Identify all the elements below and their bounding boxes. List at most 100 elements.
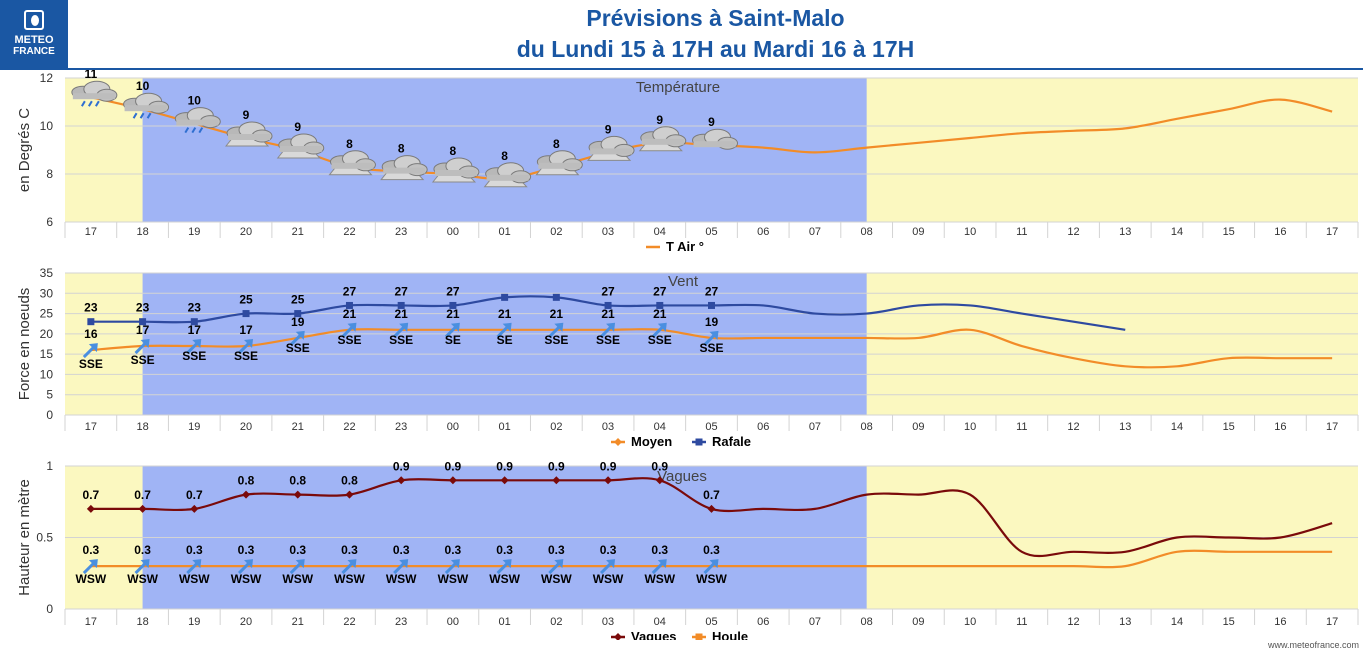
temperature-weather-icon-cloud-mountain xyxy=(380,155,428,181)
wind-upper-data-label: 23 xyxy=(84,301,98,315)
waves-x-tick-label: 04 xyxy=(654,616,666,628)
wind-rafale-marker xyxy=(190,318,198,326)
waves-lower-data-label: 0.3 xyxy=(289,543,306,557)
wind-direction-label: SSE xyxy=(596,333,620,347)
wind-x-tick-label: 01 xyxy=(498,421,510,433)
wind-lower-data-label: 19 xyxy=(705,315,719,329)
waves-x-tick-label: 05 xyxy=(705,616,717,628)
wind-x-tick-label: 04 xyxy=(654,421,666,433)
temperature-x-tick-label: 04 xyxy=(654,226,666,238)
waves-y-tick-label: 0.5 xyxy=(36,531,53,545)
waves-direction-arrow-icon-head xyxy=(347,559,357,569)
temperature-weather-icon-rain-raindrop xyxy=(95,100,100,107)
temperature-x-tick-label: 05 xyxy=(705,226,717,238)
credit-text[interactable]: www.meteofrance.com xyxy=(1267,640,1359,650)
waves-upper-data-label: 0.7 xyxy=(703,488,720,502)
wind-x-tick-label: 09 xyxy=(912,421,924,433)
waves-lower-data-label: 0.3 xyxy=(134,543,151,557)
waves-x-tick-label: 23 xyxy=(395,616,407,628)
waves-legend-label: Houle xyxy=(712,629,748,640)
wind-x-tick-label: 05 xyxy=(705,421,717,433)
wind-lower-data-label: 16 xyxy=(84,327,98,341)
waves-upper-data-label: 0.9 xyxy=(600,459,617,473)
waves-direction-arrow-icon-head xyxy=(88,559,98,569)
waves-vagues-marker xyxy=(345,490,354,499)
temperature-x-tick-label: 12 xyxy=(1067,226,1079,238)
waves-vagues-marker xyxy=(604,476,613,485)
title-line2: du Lundi 15 à 17H au Mardi 16 à 17H xyxy=(516,36,915,62)
waves-x-tick-label: 17 xyxy=(1326,616,1338,628)
temperature-data-label: 9 xyxy=(294,120,301,134)
waves-direction-label: WSW xyxy=(696,572,727,586)
wind-direction-arrow-icon xyxy=(496,322,512,338)
wind-legend-label: Rafale xyxy=(712,434,751,449)
waves-upper-data-label: 0.8 xyxy=(341,474,358,488)
temperature-weather-icon-cloud-mountain-cloud-base xyxy=(434,170,477,176)
waves-x-tick-label: 09 xyxy=(912,616,924,628)
temperature-weather-icon-cloud-mountain xyxy=(638,126,687,152)
temperature-weather-icon-rain-raindrop xyxy=(139,112,145,119)
waves-x-tick-label: 17 xyxy=(85,616,97,628)
temperature-title: Température xyxy=(636,79,720,96)
temperature-data-label: 8 xyxy=(450,144,457,158)
waves-direction-label: WSW xyxy=(644,572,675,586)
temperature-x-tick-label: 17 xyxy=(85,226,97,238)
wind-y-tick-label: 10 xyxy=(40,367,54,381)
temperature-x-tick-label: 08 xyxy=(861,226,873,238)
temperature-weather-icon-cloud-mountain-cloud-base xyxy=(331,162,374,169)
wind-x-tick-label: 18 xyxy=(136,421,148,433)
temperature-data-label: 10 xyxy=(188,94,202,108)
wind-y-tick-label: 0 xyxy=(46,408,53,422)
temperature-x-tick-label: 03 xyxy=(602,226,614,238)
wind-x-tick-label: 17 xyxy=(1326,421,1338,433)
temperature-x-tick-label: 11 xyxy=(1016,226,1027,238)
waves-x-tick-label: 19 xyxy=(188,616,200,628)
wind-x-tick-label: 13 xyxy=(1119,421,1131,433)
waves-upper-data-label: 0.7 xyxy=(186,488,203,502)
wind-direction-label: SSE xyxy=(544,333,568,347)
temperature-data-label: 8 xyxy=(553,137,560,151)
wind-direction-label: SSE xyxy=(79,357,103,371)
temperature-legend-label: T Air ° xyxy=(666,239,704,254)
temperature-weather-icon-rain xyxy=(174,107,221,134)
waves-vagues-marker xyxy=(397,476,406,485)
wind-legend-label: Moyen xyxy=(631,434,672,449)
wind-x-tick-label: 22 xyxy=(343,421,355,433)
waves-direction-arrow-icon xyxy=(548,559,564,575)
meteo-france-logo-icon xyxy=(24,10,44,30)
temperature-weather-icon-cloud-mountain-cloud-base xyxy=(486,174,529,181)
wind-direction-arrow-icon-head xyxy=(347,322,357,332)
waves-direction-arrow-icon-head xyxy=(709,559,719,569)
waves-lower-data-label: 0.3 xyxy=(393,543,410,557)
temperature-weather-icon-rain-raindrop xyxy=(132,112,138,119)
waves-x-tick-label: 16 xyxy=(1274,616,1286,628)
wind-upper-data-label: 25 xyxy=(291,293,305,307)
wind-x-tick-label: 14 xyxy=(1171,421,1183,433)
waves-direction-arrow-icon xyxy=(496,559,512,575)
waves-direction-arrow-icon xyxy=(651,559,667,575)
temperature-y-axis-label: en Degrés C xyxy=(16,108,33,192)
wind-direction-arrow-icon xyxy=(548,322,564,338)
wind-lower-data-label: 17 xyxy=(136,323,150,337)
temperature-weather-icon-rain-raindrop xyxy=(198,127,204,134)
meteo-france-logo[interactable]: METEO FRANCE xyxy=(0,0,68,68)
waves-x-tick-label: 13 xyxy=(1119,616,1131,628)
waves-direction-arrow-icon xyxy=(599,559,616,575)
wind-lower-data-label: 21 xyxy=(601,307,615,321)
wind-x-tick-label: 00 xyxy=(447,421,459,433)
temperature-x-tick-label: 17 xyxy=(1326,226,1338,238)
temperature-weather-icon-rain-cloud-base xyxy=(176,119,219,126)
waves-x-tick-label: 11 xyxy=(1016,616,1027,628)
temperature-x-tick-label: 01 xyxy=(498,226,510,238)
waves-direction-arrow-icon xyxy=(82,559,98,575)
waves-direction-arrow-icon-head xyxy=(244,559,254,569)
temperature-weather-icon-cloud-mountain-cloud-base xyxy=(641,138,684,145)
waves-direction-arrow-icon xyxy=(237,559,254,575)
temperature-weather-icon-cloud-mountain xyxy=(276,133,325,159)
waves-direction-label: WSW xyxy=(231,572,262,586)
waves-x-tick-label: 07 xyxy=(809,616,821,628)
temperature-data-label: 8 xyxy=(398,142,405,156)
temperature-x-tick-label: 13 xyxy=(1119,226,1131,238)
temperature-weather-icon-rain xyxy=(71,80,118,107)
waves-vagues-marker xyxy=(552,476,561,485)
